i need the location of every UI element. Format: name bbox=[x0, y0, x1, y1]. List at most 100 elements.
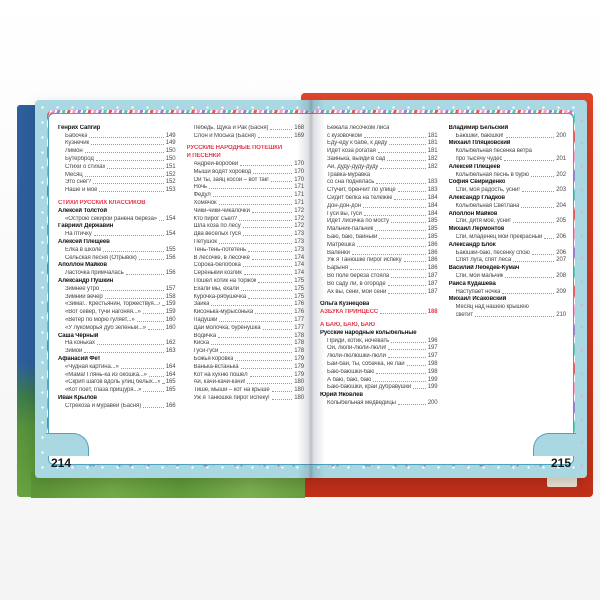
toc-entry: «У лукоморья дуб зелёный...» 160 bbox=[65, 324, 176, 331]
toc-column: Бежала лесочком лиса с кузовочком 181 Еду-е… bbox=[320, 123, 438, 458]
toc-entry: Заинька, выйди в сад 182 bbox=[327, 155, 438, 162]
toc-entry: Пошёл котик на торжок 175 bbox=[193, 277, 305, 284]
toc-entry: Люли-люлюшки-люли 197 bbox=[327, 353, 438, 360]
toc-featured-entry: АЗБУКА ПРИНЦЕСС 188 bbox=[320, 309, 438, 316]
left-page: Генрих Сапгир Бабочка 149 Кузнечик 149 Лимон 1… bbox=[35, 100, 311, 478]
toc-entry: Наше и моё 153 bbox=[65, 187, 176, 194]
toc-entry: Сельская песня (Отрывок) 156 bbox=[65, 254, 176, 261]
toc-entry: Кот на кухню пошёл 179 bbox=[193, 371, 305, 378]
toc-entry: Баю-баюшки-баю 198 bbox=[327, 368, 438, 375]
toc-entry: Идёт лисичка по мосту 185 bbox=[327, 218, 438, 225]
toc-author: София Свириденко bbox=[448, 179, 506, 186]
toc-entry: «Кот поёт, глаза прищуря...» 165 bbox=[65, 387, 176, 394]
right-content-panel: Бежала лесочком лиса с кузовочком 181 Еду-е… bbox=[311, 113, 574, 465]
toc-author: Александр Гладков bbox=[448, 194, 505, 201]
toc-entry: Спят луга, спят леса 207 bbox=[455, 257, 567, 264]
toc-entry: Чики-чики-чикалочки 172 bbox=[193, 207, 305, 214]
toc-entry: Колыбельная медведицы 200 bbox=[327, 399, 438, 406]
toc-section-header: И ПЕСЕНКИ bbox=[186, 153, 221, 160]
toc-entry: Тень-тень-потетень 173 bbox=[193, 246, 305, 253]
toc-entry: со сна поднялась 183 bbox=[327, 179, 438, 186]
toc-entry: Ай, качи-качи-качи! 180 bbox=[193, 379, 305, 386]
toc-entry: Во саду ли, в огороде 187 bbox=[327, 280, 438, 287]
toc-column: Лебедь, Щука и Рак (Басня) 168 Слон и Мось… bbox=[187, 123, 305, 458]
toc-entry: Ой ты, заяц косой – вот так! 170 bbox=[193, 176, 305, 183]
toc-entry: Слон и Моська (Басня) 169 bbox=[193, 132, 305, 139]
toc-entry: Приди, котик, ночевать 196 bbox=[327, 337, 438, 344]
toc-author: Генрих Сапгир bbox=[58, 124, 101, 131]
toc-entry: «Ветер по морю гуляет...» 160 bbox=[65, 316, 176, 323]
toc-section-header: РУССКИЕ НАРОДНЫЕ ПОТЕШКИ bbox=[186, 145, 283, 152]
left-content-panel: Генрих Сапгир Бабочка 149 Кузнечик 149 Лимон 1… bbox=[48, 113, 311, 465]
toc-entry: Божья коровка 179 bbox=[193, 355, 305, 362]
toc-entry: про тысячу чудес 201 bbox=[455, 155, 567, 162]
toc-author: Раиса Кудашева bbox=[448, 280, 496, 287]
toc-entry: На птичку 154 bbox=[65, 231, 176, 238]
toc-entry: Ах вы, сени, мои сени 187 bbox=[327, 288, 438, 295]
toc-entry: с кузовочком 181 bbox=[327, 132, 438, 139]
toc-entry: Бежала лесочком лиса bbox=[327, 124, 390, 131]
toc-author: Гавриил Державин bbox=[58, 223, 114, 230]
page-number-right: 215 bbox=[550, 456, 571, 470]
toc-entry: Бабочка 149 bbox=[65, 132, 176, 139]
toc-entry: Андрей-воробей 170 bbox=[193, 160, 305, 167]
toc-author: Михаил Пляцковский bbox=[448, 140, 511, 147]
toc-entry: Баюшки, баюшки! 200 bbox=[455, 132, 567, 139]
toc-entry: Стучит, бренчит по улице 183 bbox=[327, 187, 438, 194]
toc-entry: Стихи о стихах 151 bbox=[65, 163, 176, 170]
toc-entry: Курочка-рябушечка 175 bbox=[193, 293, 305, 300]
book-spine-edge bbox=[17, 105, 37, 497]
toc-author: Александр Блок bbox=[448, 241, 496, 248]
toc-entry: Лимон 150 bbox=[65, 148, 176, 155]
toc-entry: Гуси-гуси 178 bbox=[193, 348, 305, 355]
toc-entry: Ёлка в школе 155 bbox=[65, 246, 176, 253]
toc-entry: Тише, мыши – кот на крыше 180 bbox=[193, 387, 305, 394]
toc-entry: Ехали мы, ехали 175 bbox=[193, 285, 305, 292]
toc-entry: Это снег? 152 bbox=[65, 179, 176, 186]
toc-entry: На коньках 162 bbox=[65, 340, 176, 347]
toc-entry: Ласточка примчалась 156 bbox=[65, 270, 176, 277]
toc-entry: Уж я Танюшке пирог испеку 186 bbox=[327, 257, 438, 264]
toc-entry: Уж я Танюшке пирог испеку! 180 bbox=[193, 394, 305, 401]
toc-entry: Дон-дон-дон 184 bbox=[327, 202, 438, 209]
toc-author: Аполлон Майков bbox=[448, 210, 498, 217]
toc-entry: Кто пирог съел? 172 bbox=[193, 215, 305, 222]
page-spread: Генрих Сапгир Бабочка 149 Кузнечик 149 Лимон 1… bbox=[35, 100, 587, 478]
toc-entry: Колыбельная песенка ветра bbox=[455, 148, 532, 155]
toc-entry: Гуси вы, гуси 184 bbox=[327, 210, 438, 217]
toc-entry: Еду-еду к бабе, к деду 181 bbox=[327, 140, 438, 147]
toc-entry: Ой, люли-люли-люли! 197 bbox=[327, 345, 438, 352]
toc-author: Алексей Плещеев bbox=[448, 163, 501, 170]
toc-entry: Баюшки-баю, песенку спою 206 bbox=[455, 249, 567, 256]
toc-author: Иван Крылов bbox=[58, 394, 97, 401]
toc-author: Александр Пушкин bbox=[58, 277, 114, 284]
toc-entry: Баю, баю, баиньки 185 bbox=[327, 233, 438, 240]
toc-entry: Мальчик-пальчик 185 bbox=[327, 226, 438, 233]
toc-entry: светит 210 bbox=[455, 311, 567, 318]
toc-author: Ольга Кузнецова bbox=[320, 301, 370, 308]
toc-entry: Кисонька-мурысонька 176 bbox=[193, 309, 305, 316]
toc-entry: Колыбельная песнь в бурю 202 bbox=[455, 171, 567, 178]
toc-entry: Ночь 171 bbox=[193, 184, 305, 191]
toc-entry: Идёт коза рогатая 181 bbox=[327, 148, 438, 155]
toc-section-header: А БАЮ, БАЮ, БАЮ bbox=[320, 321, 375, 328]
folio-tab bbox=[46, 433, 89, 456]
toc-entry: Стрекоза и муравей (Басня) 166 bbox=[65, 402, 176, 409]
toc-author: Михаил Лермонтов bbox=[448, 226, 505, 233]
toc-entry: Мыши водят хоровод 170 bbox=[193, 168, 305, 175]
toc-author: Владимир Бельский bbox=[448, 124, 509, 131]
toc-entry: «Вот север, тучи нагоняя...» 159 bbox=[65, 309, 176, 316]
toc-entry: Кузнечик 149 bbox=[65, 140, 176, 147]
toc-entry: Баю-баюшки, край дубравушки 199 bbox=[327, 384, 438, 391]
toc-entry: Спи, мой мальчик 208 bbox=[455, 272, 567, 279]
toc-entry: Дай молочка, бурёнушка 177 bbox=[193, 324, 305, 331]
toc-column: Генрих Сапгир Бабочка 149 Кузнечик 149 Лимон 1… bbox=[58, 123, 176, 458]
toc-entry: Водичка 178 bbox=[193, 332, 305, 339]
toc-entry: Два весёлых гуся 173 bbox=[193, 231, 305, 238]
toc-entry: Бай-бай, ты, собачка, не лай 198 bbox=[327, 360, 438, 367]
toc-entry: Ванька-встанька 179 bbox=[193, 363, 305, 370]
toc-entry: «Скрип шагов вдоль улиц белых...» 165 bbox=[65, 379, 176, 386]
toc-entry: «Зима!.. Крестьянин, торжествуя...» 159 bbox=[65, 301, 176, 308]
toc-entry: Зимний вечер 158 bbox=[65, 293, 176, 300]
toc-entry: Месяц 152 bbox=[65, 171, 176, 178]
